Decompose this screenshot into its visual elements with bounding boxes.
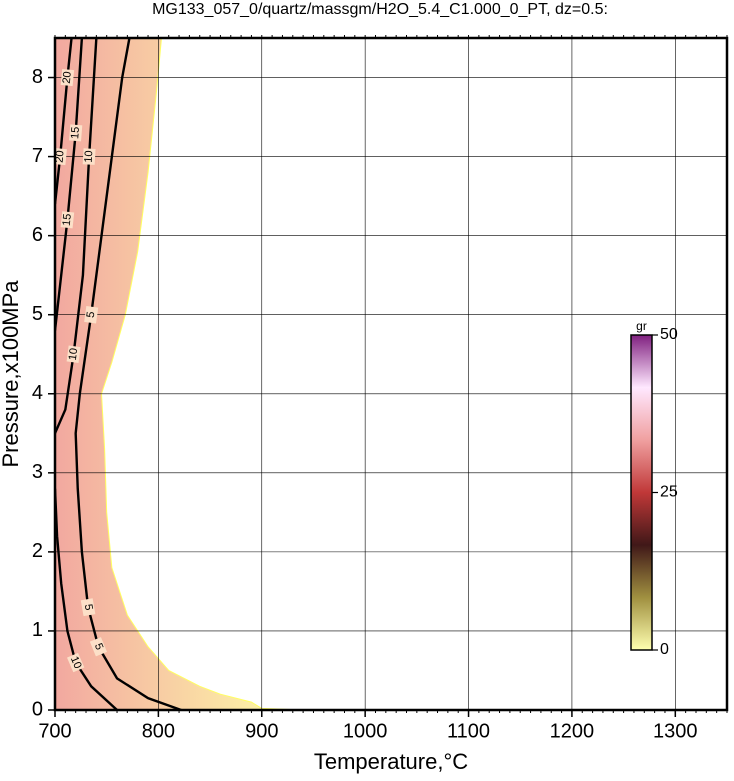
y-tick-label: 3 <box>32 461 43 483</box>
contour-label: 20 <box>61 71 74 84</box>
x-tick-label: 1200 <box>550 720 595 742</box>
contour-label: 15 <box>69 126 82 139</box>
contour-label: 5 <box>85 311 98 319</box>
y-axis-label: Pressure,x100MPa <box>0 280 23 468</box>
x-tick-label: 700 <box>38 720 71 742</box>
contour-label-bg <box>69 124 83 142</box>
colorbar-tick-label: 50 <box>660 326 678 343</box>
y-tick-label: 1 <box>32 619 43 641</box>
contour-label-bg <box>66 345 81 363</box>
contour-line <box>55 38 73 205</box>
contour-label-bg <box>67 652 85 673</box>
contour-label-bg <box>55 148 67 166</box>
colorbar-tick-label: 25 <box>660 484 678 501</box>
contour-label-bg <box>82 148 96 165</box>
contour-label: 5 <box>82 603 95 611</box>
x-tick-label: 900 <box>245 720 278 742</box>
x-tick-label: 1000 <box>343 720 388 742</box>
contour-line <box>74 38 182 710</box>
contour-label: 15 <box>61 213 74 226</box>
plot-frame <box>53 36 729 712</box>
contour-label: 5 <box>92 642 105 652</box>
contour-label-bg <box>80 598 96 617</box>
colorbar <box>630 334 653 651</box>
contour-label: 10 <box>83 150 96 163</box>
contour-label: 10 <box>68 655 84 671</box>
contour-label: 10 <box>67 347 80 361</box>
x-tick-label: 800 <box>142 720 175 742</box>
y-tick-label: 2 <box>32 540 43 562</box>
x-tick-label: 1100 <box>447 720 490 742</box>
y-tick-label: 0 <box>32 698 43 720</box>
y-tick-label: 6 <box>32 224 43 246</box>
chart-title: MG133_057_0/quartz/massgm/H2O_5.4_C1.000… <box>152 1 608 18</box>
contour-label-bg <box>84 305 99 324</box>
contour-label: 20 <box>54 150 67 163</box>
x-axis-label: Temperature,°C <box>314 749 468 774</box>
axes: 700 800 900 1000 1100 1200 1300 0 1 2 3 4 5 6 7 8 <box>32 35 729 742</box>
contour-label-bg <box>89 637 107 657</box>
y-tick-label: 8 <box>32 66 43 88</box>
x-tick-label: 1300 <box>653 720 698 742</box>
colorbar-label: gr <box>636 319 647 333</box>
contour-line <box>55 488 118 710</box>
contour-label-bg <box>60 68 75 87</box>
contour-label-bg <box>60 211 75 229</box>
y-tick-label: 4 <box>32 382 43 404</box>
contour-line <box>55 38 84 331</box>
y-tick-label: 7 <box>32 145 43 167</box>
y-tick-label: 5 <box>32 303 43 325</box>
filled-region <box>55 38 304 710</box>
colorbar-tick-label: 0 <box>660 641 669 658</box>
contour-line <box>55 38 98 434</box>
